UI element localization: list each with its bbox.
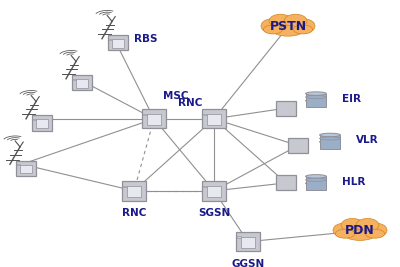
- Ellipse shape: [306, 182, 326, 185]
- FancyBboxPatch shape: [276, 101, 296, 116]
- Ellipse shape: [284, 14, 307, 28]
- Bar: [17, 164, 20, 166]
- Ellipse shape: [306, 96, 326, 99]
- Ellipse shape: [335, 229, 355, 238]
- FancyBboxPatch shape: [32, 115, 52, 131]
- FancyBboxPatch shape: [72, 75, 92, 91]
- Text: MSC: MSC: [162, 92, 188, 101]
- Ellipse shape: [263, 25, 282, 34]
- Bar: [124, 186, 127, 187]
- Bar: [238, 237, 241, 238]
- Ellipse shape: [345, 230, 375, 240]
- Ellipse shape: [366, 229, 385, 238]
- Text: RBS: RBS: [134, 34, 158, 44]
- Bar: [144, 114, 147, 115]
- Ellipse shape: [293, 25, 313, 34]
- Ellipse shape: [306, 99, 326, 102]
- Ellipse shape: [345, 222, 375, 239]
- Bar: [112, 39, 124, 48]
- Ellipse shape: [306, 92, 326, 95]
- Ellipse shape: [364, 223, 387, 237]
- Bar: [204, 114, 207, 115]
- FancyBboxPatch shape: [276, 175, 296, 190]
- Text: GGSN: GGSN: [231, 259, 265, 267]
- FancyBboxPatch shape: [142, 109, 166, 128]
- Ellipse shape: [306, 178, 326, 181]
- Ellipse shape: [261, 19, 284, 33]
- Bar: [208, 114, 221, 125]
- Bar: [36, 119, 48, 128]
- Bar: [73, 78, 76, 80]
- Bar: [208, 186, 221, 197]
- Text: PSTN: PSTN: [270, 20, 306, 33]
- Bar: [20, 164, 32, 173]
- Bar: [242, 237, 255, 248]
- Bar: [320, 135, 340, 149]
- Ellipse shape: [269, 14, 292, 28]
- Bar: [147, 114, 160, 125]
- Ellipse shape: [320, 133, 340, 137]
- Text: RNC: RNC: [178, 98, 202, 108]
- Bar: [306, 176, 326, 190]
- Bar: [109, 38, 112, 40]
- Bar: [33, 119, 36, 120]
- Text: SGSN: SGSN: [198, 208, 230, 218]
- Ellipse shape: [292, 19, 315, 33]
- FancyBboxPatch shape: [202, 181, 226, 201]
- FancyBboxPatch shape: [236, 232, 260, 251]
- Ellipse shape: [320, 137, 340, 140]
- Bar: [204, 186, 207, 187]
- Text: HLR: HLR: [342, 176, 365, 187]
- Ellipse shape: [341, 218, 364, 232]
- Text: PDN: PDN: [345, 225, 375, 237]
- FancyBboxPatch shape: [16, 160, 36, 176]
- FancyBboxPatch shape: [108, 35, 128, 50]
- Ellipse shape: [273, 17, 303, 35]
- Bar: [127, 186, 141, 197]
- FancyBboxPatch shape: [202, 109, 226, 128]
- Ellipse shape: [333, 223, 356, 237]
- Bar: [306, 93, 326, 107]
- FancyBboxPatch shape: [122, 181, 146, 201]
- Ellipse shape: [306, 175, 326, 178]
- Bar: [76, 79, 88, 88]
- Ellipse shape: [320, 140, 340, 144]
- FancyBboxPatch shape: [288, 138, 308, 153]
- Ellipse shape: [273, 26, 303, 36]
- Ellipse shape: [356, 218, 379, 232]
- Text: VLR: VLR: [356, 135, 379, 145]
- Text: RNC: RNC: [122, 208, 146, 218]
- Text: EIR: EIR: [342, 94, 361, 104]
